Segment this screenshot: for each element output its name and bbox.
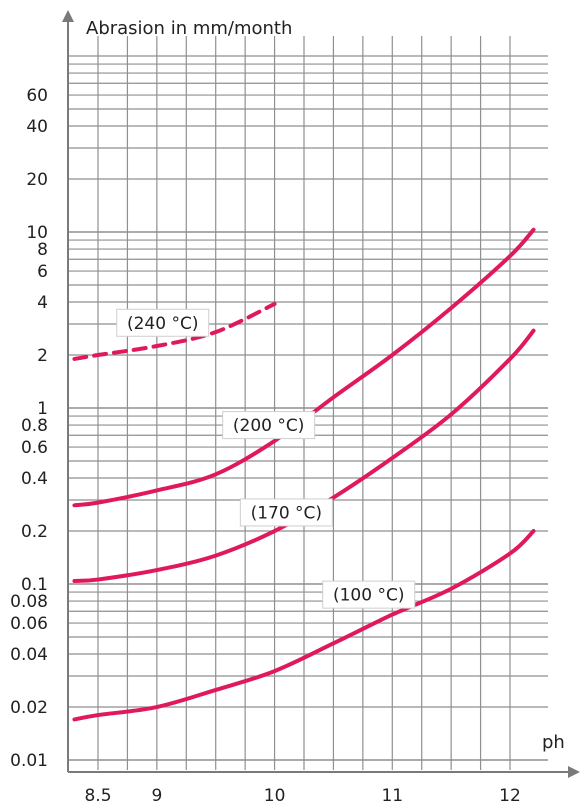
y-tick-label: 10 [26, 223, 48, 243]
y-tick-label: 1 [37, 399, 48, 419]
y-tick-label: 0.6 [21, 438, 48, 458]
y-tick-label: 6 [37, 262, 48, 282]
y-tick-label: 0.1 [21, 575, 48, 595]
axes [62, 10, 580, 778]
y-tick-label: 4 [37, 293, 48, 313]
y-tick-label: 0.02 [10, 698, 48, 718]
y-tick-label: 0.01 [10, 751, 48, 771]
y-tick-label: 40 [26, 117, 48, 137]
x-axis-title: ph [542, 732, 565, 753]
series-label: (240 °C) [127, 314, 199, 334]
y-tick-label: 8 [37, 240, 48, 260]
x-tick-label: 11 [381, 786, 403, 806]
x-tick-label: 10 [264, 786, 286, 806]
series-label-box [116, 308, 210, 337]
series-line [72, 529, 536, 722]
series-label: (100 °C) [333, 586, 405, 606]
y-axis-title: Abrasion in mm/month [86, 18, 292, 39]
y-tick-label: 0.8 [21, 416, 48, 436]
grid [68, 36, 548, 770]
y-tick-label: 0.08 [10, 592, 48, 612]
x-tick-label: 8.5 [84, 786, 111, 806]
y-tick-label: 2 [37, 346, 48, 366]
y-tick-label: 60 [26, 86, 48, 106]
y-tick-label: 0.06 [10, 614, 48, 634]
x-tick-label: 12 [499, 786, 521, 806]
y-tick-label: 0.4 [21, 469, 48, 489]
series-label-box [239, 498, 333, 527]
tick-labels: 0.010.020.040.060.080.10.20.40.60.812468… [10, 86, 521, 806]
y-tick-label: 20 [26, 170, 48, 190]
y-axis-arrow [62, 10, 74, 22]
x-tick-label: 9 [151, 786, 162, 806]
series-labels: (240 °C) (200 °C) (170 °C) (100 °C) [116, 308, 416, 609]
series-label-box [322, 580, 416, 609]
series-line [72, 301, 277, 361]
series-label: (170 °C) [251, 503, 323, 523]
series-label-box [222, 411, 316, 440]
y-tick-label: 0.2 [21, 522, 48, 542]
series-label: (200 °C) [233, 416, 305, 436]
y-tick-label: 0.04 [10, 645, 48, 665]
x-axis-arrow [568, 766, 580, 778]
